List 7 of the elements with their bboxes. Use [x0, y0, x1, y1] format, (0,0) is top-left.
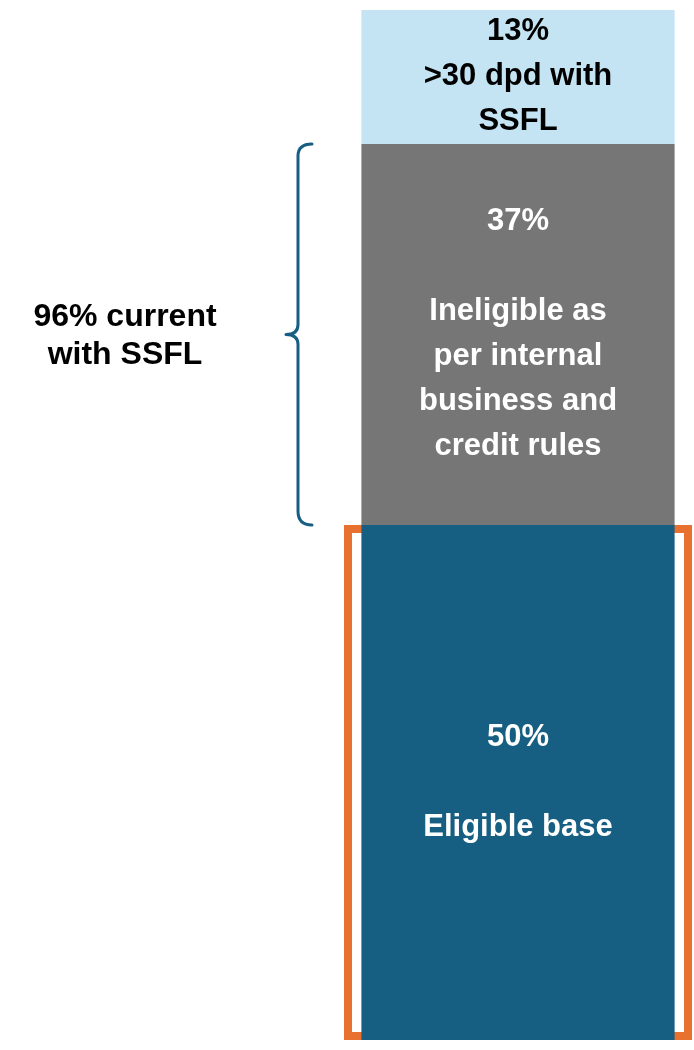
- series-label: >30 dpd with SSFL: [423, 57, 613, 138]
- data-label: 13%: [486, 12, 550, 48]
- series-label: Ineligible as per internal business and credit rules: [418, 292, 618, 463]
- data-label: 50%: [486, 718, 550, 754]
- data-label: 37%: [486, 202, 550, 238]
- text: 96% current with SSFL: [32, 296, 218, 373]
- series-label: Eligible base: [423, 808, 613, 844]
